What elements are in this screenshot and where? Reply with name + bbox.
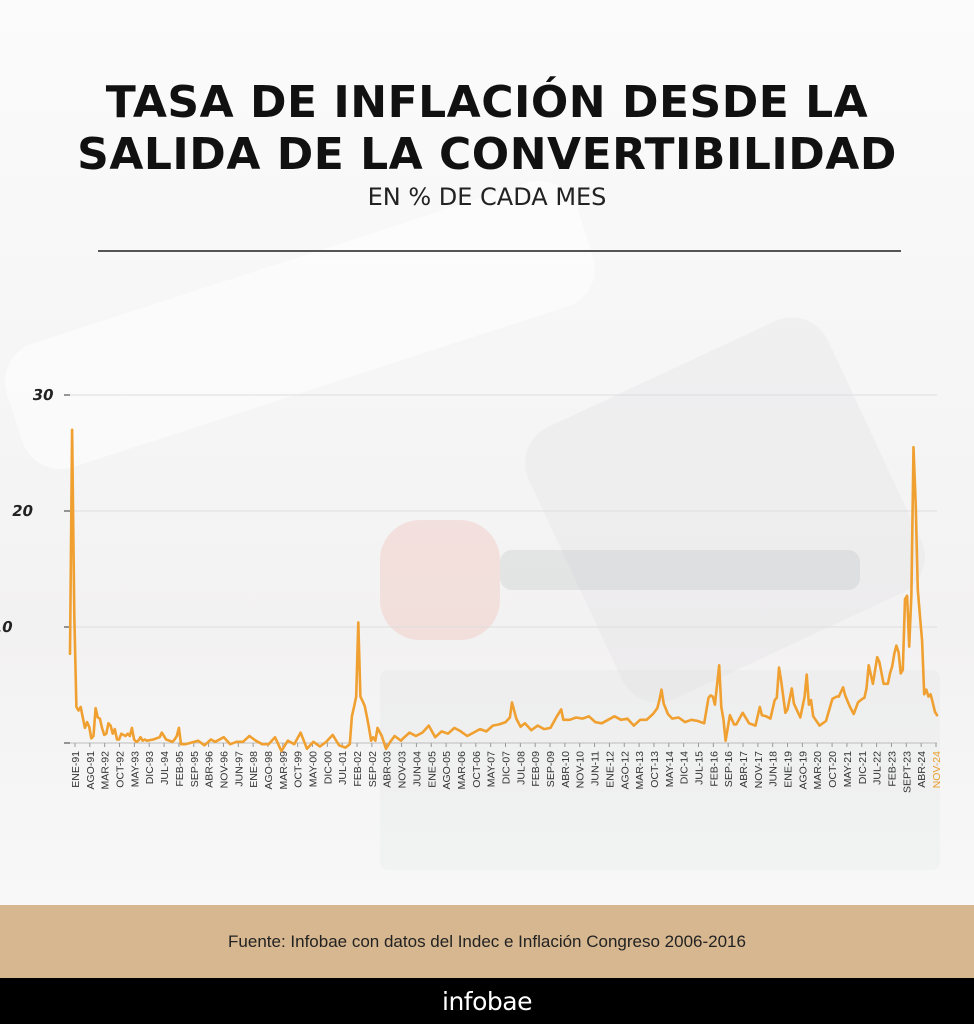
x-tick-label: DIC-21 [857,751,869,784]
x-tick-label: MAY-07 [486,751,498,787]
x-tick-label: JUL-08 [515,751,527,785]
x-tick-label: OCT-13 [649,751,661,788]
x-tick-label: OCT-92 [115,751,127,788]
x-tick-label: ENE-98 [248,751,260,788]
x-tick-label: SEP-16 [723,751,735,787]
x-tick-label: JUN-18 [768,751,780,787]
x-tick-label: MAR-92 [100,751,112,790]
x-tick-label: JUL-22 [872,751,884,785]
title-divider [98,250,901,252]
x-tick-label: ABR-24 [916,751,928,788]
series-line [68,428,939,753]
x-tick-label: MAR-13 [634,751,646,790]
x-tick-label: SEP-02 [367,751,379,787]
x-tick-label: NOV-03 [397,751,409,789]
x-tick-label: OCT-06 [471,751,483,788]
x-tick-label: ABR-17 [738,751,750,788]
x-tick-label: DIC-00 [322,751,334,784]
x-tick-label: DIC-07 [501,751,513,784]
x-tick-label: NOV-96 [218,751,230,789]
chart-title-line-1: TASA DE INFLACIÓN DESDE LA [105,77,869,128]
x-tick-label: JUN-11 [590,751,602,786]
x-tick-label: AGO-98 [263,751,275,790]
x-tick-label: AGO-12 [619,751,631,790]
x-tick-label: ABR-96 [204,751,216,788]
x-tick-label: MAR-99 [278,751,290,790]
x-tick-label: AGO-05 [441,751,453,790]
y-tick-label: 10 [0,618,14,636]
x-tick-label: JUL-01 [337,751,349,785]
inflation-line-chart: 0102030 ENE-91AGO-91MAR-92OCT-92MAY-93DI… [0,386,943,793]
x-tick-label: FEB-16 [708,751,720,787]
x-tick-label: NOV-10 [575,751,587,789]
x-tick-label: ABR-03 [382,751,394,788]
x-tick-label: JUN-04 [411,751,423,787]
brand-logo: infobae [442,986,532,1016]
brand-bar: infobae [0,978,974,1024]
y-tick-label: 30 [31,386,55,404]
x-tick-label: AGO-19 [797,751,809,790]
x-tick-label: DIC-93 [144,751,156,784]
x-tick-label: DIC-14 [679,751,691,784]
x-tick-label: ENE-91 [70,751,82,788]
x-tick-label: SEP-09 [545,751,557,787]
x-tick-label: FEB-95 [174,751,186,787]
x-tick-label: NOV-24 [931,751,943,789]
x-tick-label: SEP-95 [189,751,201,787]
x-tick-label: NOV-17 [753,751,765,789]
chart-subtitle: EN % DE CADA MES [367,183,607,211]
x-tick-label: OCT-99 [293,751,305,788]
x-tick-label: FEB-09 [530,751,542,787]
x-tick-label: MAR-06 [456,751,468,790]
x-tick-label: OCT-20 [827,751,839,788]
x-tick-label: MAY-00 [308,751,320,787]
x-tick-label: AGO-91 [85,751,97,790]
x-tick-label: MAY-14 [664,751,676,787]
x-tick-label: MAY-21 [842,751,854,787]
x-tick-label: JUL-94 [159,751,171,785]
x-tick-label: ABR-10 [560,751,572,788]
x-tick-label: MAY-93 [129,751,141,787]
background-photo [0,0,974,905]
x-tick-label: SEPT-23 [901,751,913,793]
y-tick-label: 20 [11,502,35,520]
x-tick-label: ENE-05 [426,751,438,788]
x-tick-label: MAR-20 [812,751,824,790]
source-note: Fuente: Infobae con datos del Indec e In… [228,931,746,951]
x-tick-label: JUL-15 [693,751,705,785]
x-tick-label: FEB-23 [886,751,898,787]
chart-title-line-2: SALIDA DE LA CONVERTIBILIDAD [77,129,897,180]
source-bar: Fuente: Infobae con datos del Indec e In… [0,905,974,978]
x-tick-label: JUN-97 [233,751,245,787]
x-tick-label: ENE-12 [604,751,616,788]
x-tick-label: ENE-19 [783,751,795,788]
x-tick-label: FEB-02 [352,751,364,787]
